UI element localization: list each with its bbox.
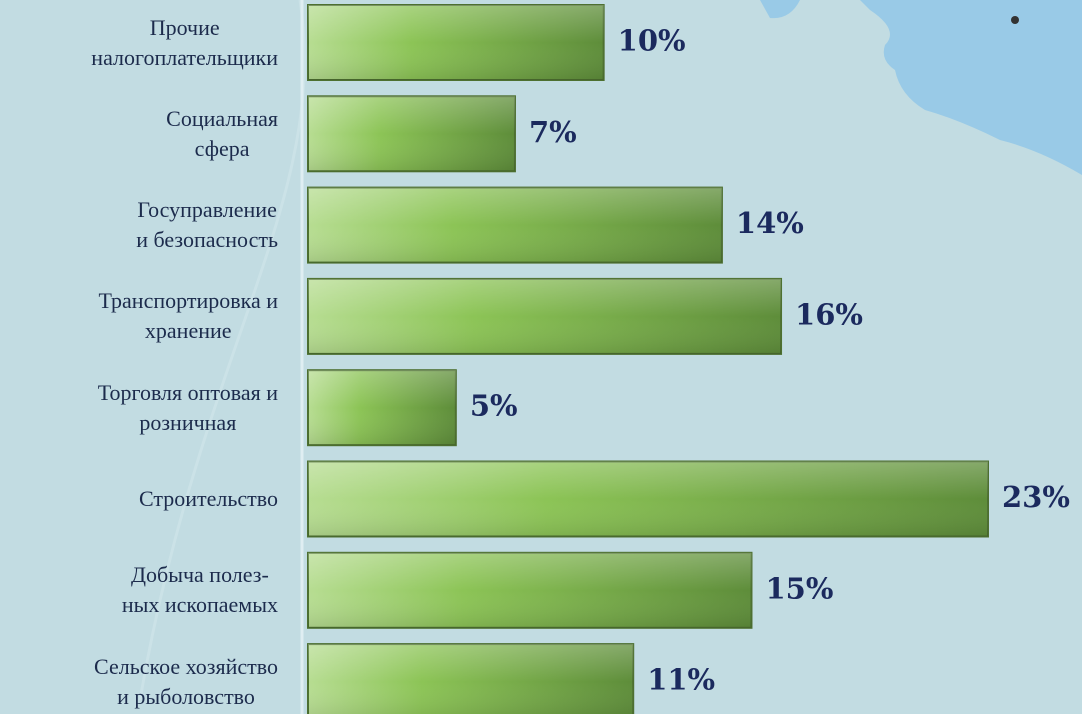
bar-group bbox=[307, 277, 783, 355]
map-pin bbox=[1011, 16, 1019, 24]
category-label: Социальная сфера bbox=[166, 104, 278, 164]
category-line: налогоплательщики bbox=[91, 44, 278, 70]
category-line: Госуправление bbox=[137, 197, 277, 223]
category-label: Добыча полез-ных ископаемых bbox=[122, 560, 278, 620]
category-line: розничная bbox=[139, 409, 237, 435]
bar-shine bbox=[308, 278, 782, 354]
value-label: 7% bbox=[529, 115, 577, 149]
category-label: Торговля оптовая и розничная bbox=[98, 378, 278, 438]
bar-shine bbox=[308, 644, 634, 714]
category-line: и рыболовство bbox=[117, 683, 255, 709]
category-line: хранение bbox=[144, 318, 232, 344]
value-label: 11% bbox=[647, 663, 715, 697]
category-line: и безопасность bbox=[136, 227, 278, 253]
category-line: сфера bbox=[194, 135, 250, 161]
bar-group bbox=[307, 643, 635, 714]
category-line: Строительство bbox=[138, 486, 278, 511]
category-label: Сельское хозяйство и рыболовство bbox=[94, 652, 278, 712]
bar-group bbox=[307, 4, 605, 81]
value-label: 14% bbox=[736, 206, 804, 240]
category-label: Прочие налогоплательщики bbox=[91, 13, 278, 73]
bar-shine bbox=[308, 370, 456, 446]
category-line: ных ископаемых bbox=[121, 592, 278, 618]
bar-group bbox=[307, 551, 753, 629]
bar-group bbox=[307, 95, 516, 173]
bar-group bbox=[307, 460, 989, 538]
bar-shine bbox=[308, 96, 515, 172]
category-line: Прочие bbox=[149, 14, 220, 40]
value-label: 10% bbox=[618, 24, 686, 58]
value-label: 5% bbox=[470, 389, 518, 423]
bar-shine bbox=[308, 552, 752, 628]
value-label: 23% bbox=[1002, 480, 1070, 514]
category-line: Сельское хозяйство bbox=[94, 653, 278, 679]
category-line: Торговля оптовая и bbox=[97, 379, 278, 405]
decor bbox=[138, 0, 306, 701]
bar-shine bbox=[308, 187, 722, 263]
category-line: Социальная bbox=[166, 105, 278, 131]
bar-group bbox=[307, 369, 457, 447]
category-line: Транспортировка и bbox=[98, 288, 278, 314]
category-label: Госуправление и безопасность bbox=[136, 195, 278, 255]
category-label: Транспортировка и хранение bbox=[98, 286, 278, 346]
map-water bbox=[760, 0, 1082, 175]
value-label: 16% bbox=[795, 297, 863, 331]
category-line: Добыча полез- bbox=[131, 562, 269, 588]
bar-shine bbox=[308, 5, 604, 80]
category-label: Строительство bbox=[139, 484, 278, 514]
bar-shine bbox=[308, 461, 988, 537]
bar-group bbox=[307, 186, 723, 264]
value-label: 15% bbox=[765, 571, 833, 605]
